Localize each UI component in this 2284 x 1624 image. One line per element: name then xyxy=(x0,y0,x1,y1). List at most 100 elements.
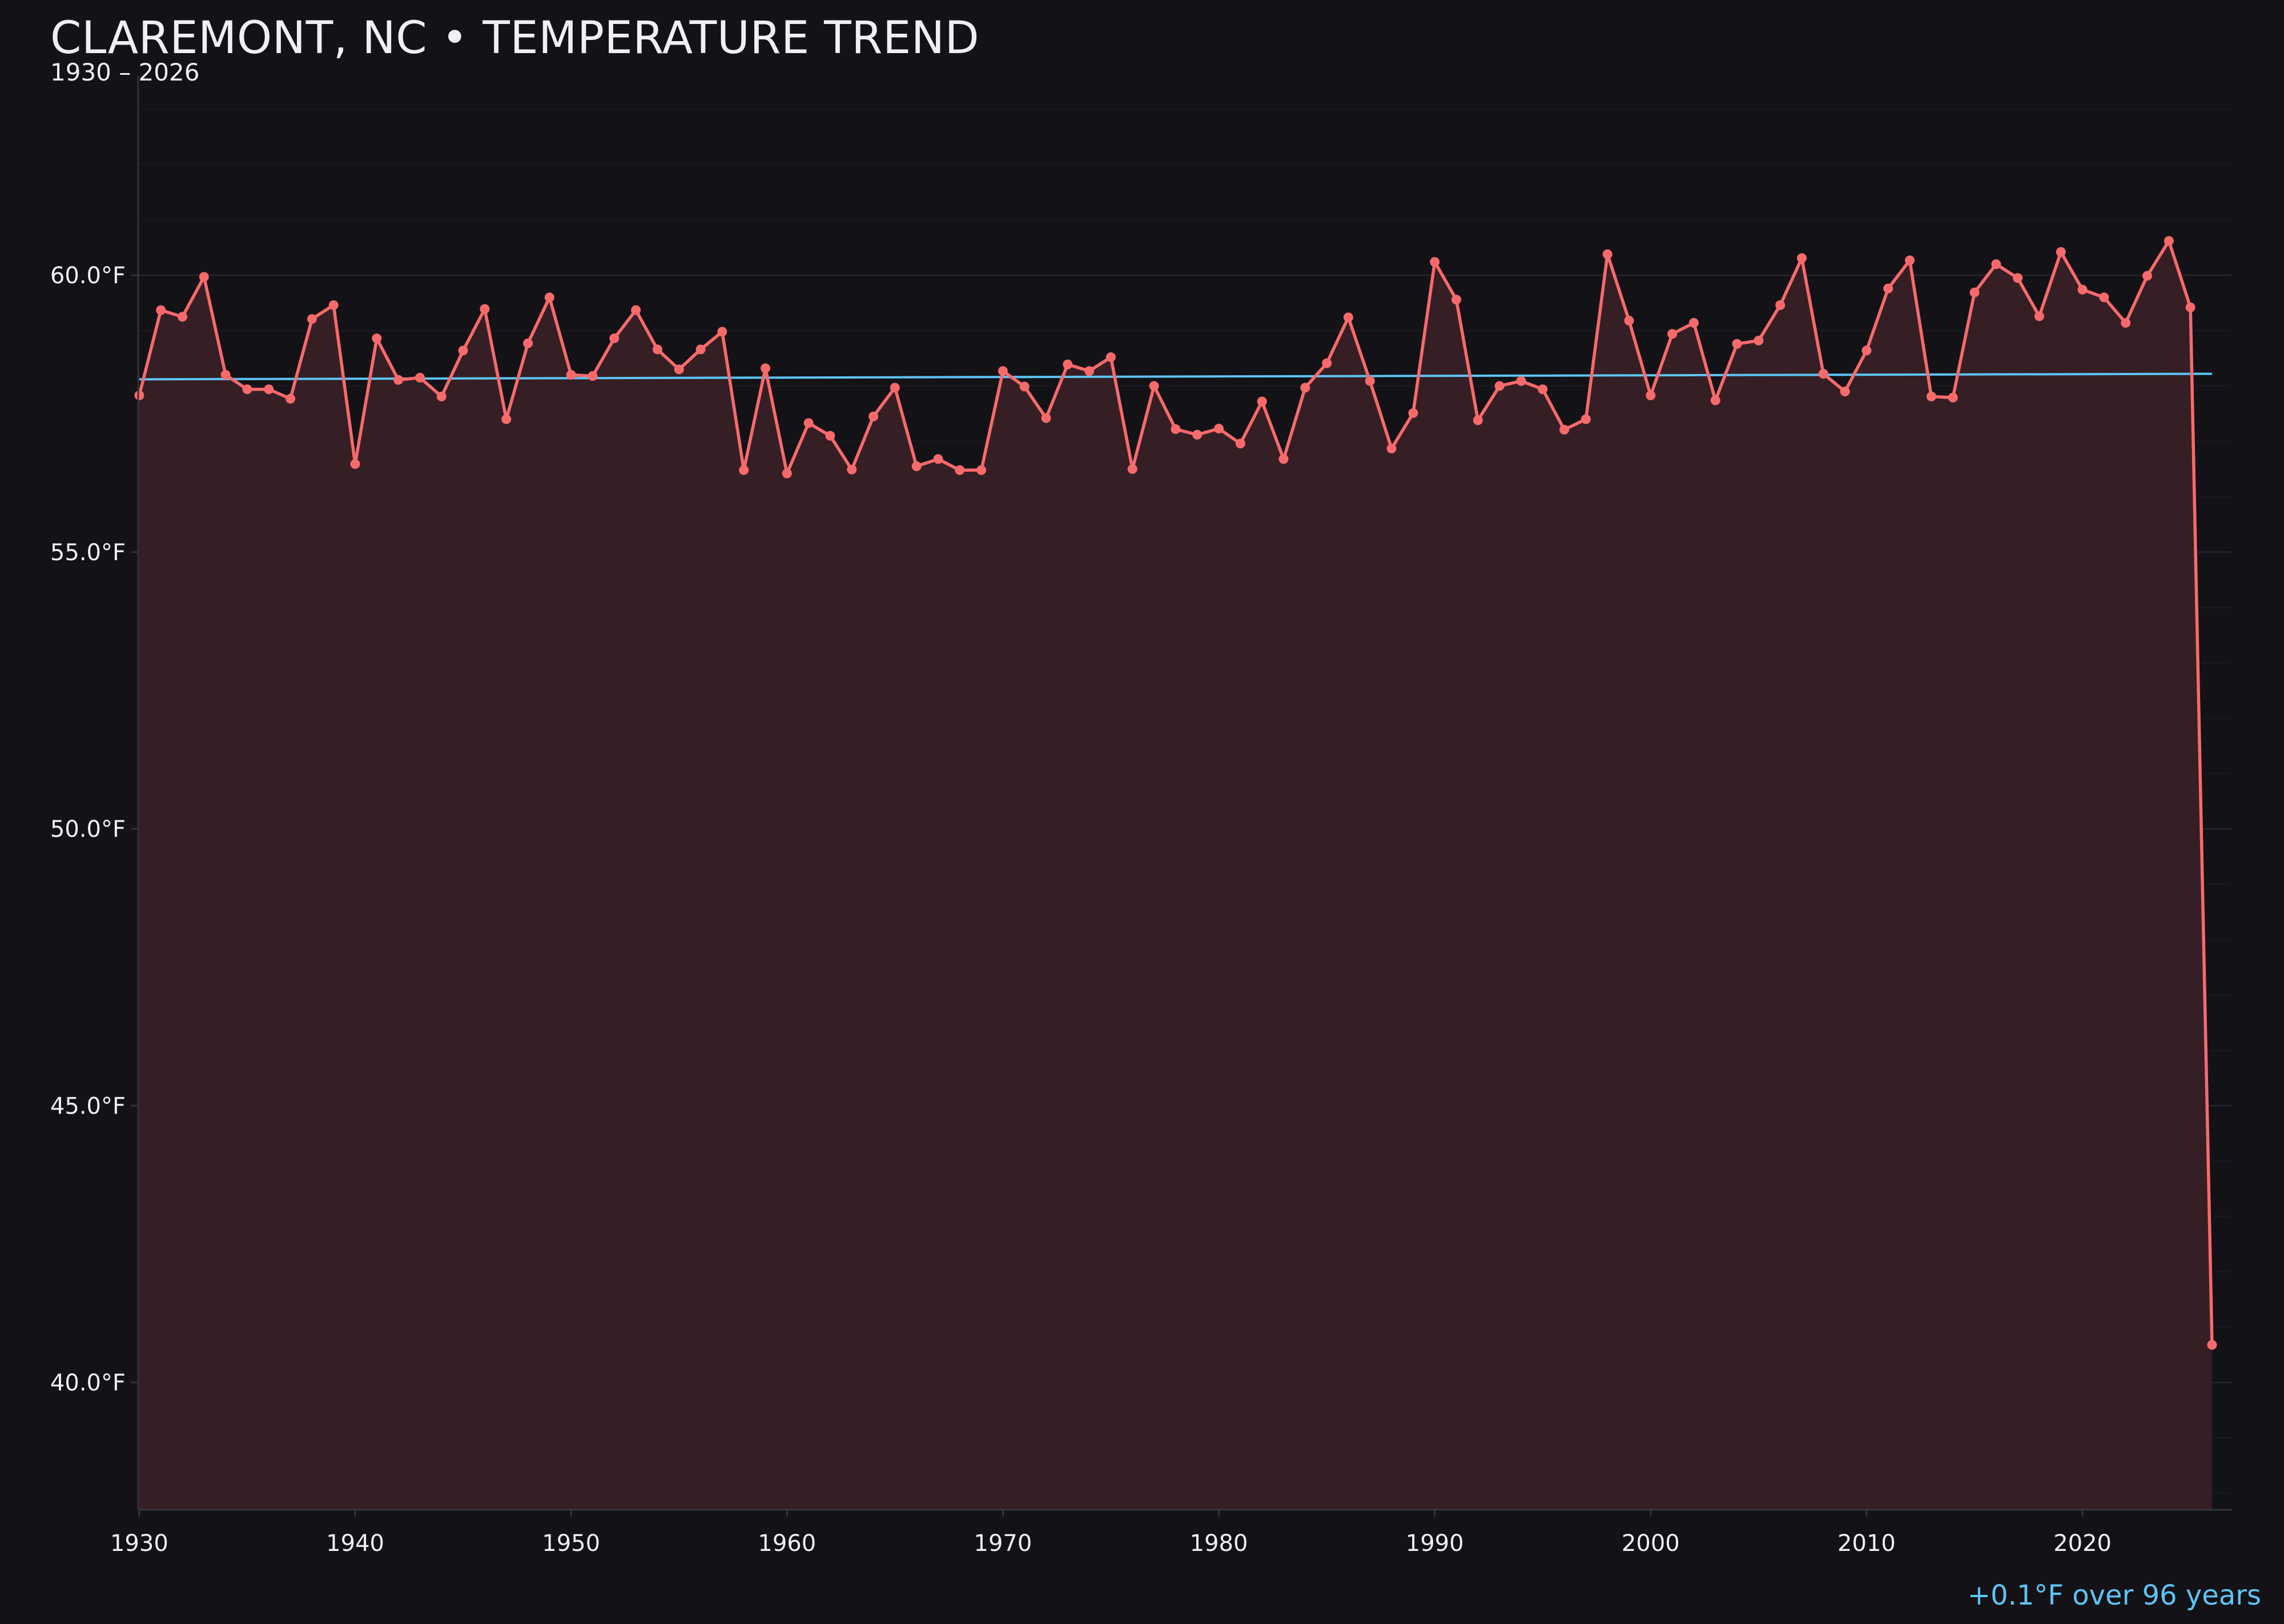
x-tick-label: 2000 xyxy=(1622,1530,1680,1557)
data-point xyxy=(242,384,252,395)
data-point xyxy=(1969,287,1980,298)
data-point xyxy=(2077,284,2088,295)
x-tick-label: 1940 xyxy=(326,1530,384,1557)
data-point xyxy=(1214,424,1224,434)
data-point xyxy=(1991,259,2001,270)
data-point xyxy=(1602,249,1613,259)
data-point xyxy=(1235,439,1245,449)
data-point xyxy=(955,465,965,475)
trend-summary-annotation: +0.1°F over 96 years xyxy=(1967,1579,2261,1611)
data-point xyxy=(588,371,598,381)
data-point xyxy=(1624,316,1634,326)
data-point xyxy=(1473,415,1483,425)
chart-subtitle: 1930 – 2026 xyxy=(50,58,200,86)
data-point xyxy=(1192,429,1203,440)
data-point xyxy=(501,414,512,424)
data-point xyxy=(911,461,922,471)
data-point xyxy=(739,465,749,475)
data-point xyxy=(2142,271,2153,281)
data-point xyxy=(1494,381,1505,391)
data-point xyxy=(652,344,662,355)
data-point xyxy=(1408,408,1418,418)
data-point xyxy=(1149,381,1159,391)
data-point xyxy=(544,292,554,303)
data-point xyxy=(328,300,339,310)
x-tick-label: 1950 xyxy=(542,1530,600,1557)
data-point xyxy=(458,345,468,356)
axes xyxy=(137,76,2231,1511)
data-point xyxy=(1343,312,1353,323)
data-point xyxy=(1926,391,1936,401)
data-point xyxy=(1300,383,1310,393)
data-point xyxy=(199,272,209,282)
data-point xyxy=(307,314,317,324)
trend-line xyxy=(139,372,2212,381)
data-point xyxy=(933,454,943,464)
data-point xyxy=(1084,366,1095,376)
x-tick-label: 1980 xyxy=(1190,1530,1248,1557)
data-point xyxy=(178,312,188,322)
data-point xyxy=(1538,384,1548,395)
data-point xyxy=(1451,295,1462,305)
data-point xyxy=(350,459,360,469)
data-point xyxy=(803,418,814,428)
data-point xyxy=(1688,317,1699,328)
data-point xyxy=(2185,302,2195,312)
chart-title: CLAREMONT, NC • TEMPERATURE TREND xyxy=(50,13,980,64)
x-tick-label: 1990 xyxy=(1406,1530,1464,1557)
data-point xyxy=(1019,381,1030,392)
x-tick-label: 1970 xyxy=(974,1530,1032,1557)
data-point xyxy=(2056,247,2066,257)
x-axis-ticks: 1930 1940 1950 1960 1970 1980 1990 2000 2010 2020 xyxy=(110,1510,2112,1557)
data-point xyxy=(1559,425,1570,435)
data-point xyxy=(1171,424,1181,435)
data-point xyxy=(998,366,1008,376)
data-point xyxy=(1365,376,1375,386)
data-point xyxy=(1840,387,1850,397)
data-point xyxy=(890,383,900,393)
y-tick-label: 60.0°F xyxy=(50,263,126,289)
data-point xyxy=(1127,464,1137,474)
data-point xyxy=(1667,329,1678,339)
x-tick-label: 2010 xyxy=(1837,1530,1896,1557)
x-tick-label: 2020 xyxy=(2053,1530,2112,1557)
data-point xyxy=(2164,236,2174,246)
data-point xyxy=(976,465,987,475)
data-point xyxy=(782,468,792,479)
data-point xyxy=(1775,300,1786,310)
y-tick-label: 40.0°F xyxy=(50,1370,126,1396)
y-tick-label: 50.0°F xyxy=(50,817,126,843)
data-point xyxy=(695,344,706,355)
data-point xyxy=(2121,317,2131,328)
data-point xyxy=(220,370,231,380)
data-point xyxy=(1278,454,1289,464)
x-tick-label: 1930 xyxy=(110,1530,168,1557)
data-point xyxy=(847,464,857,475)
data-point xyxy=(1754,335,1764,345)
data-point xyxy=(415,372,425,383)
data-point xyxy=(2207,1340,2217,1350)
data-point xyxy=(1797,253,1807,263)
data-point xyxy=(631,305,641,315)
y-tick-label: 55.0°F xyxy=(50,540,126,566)
data-point xyxy=(523,338,533,348)
data-point xyxy=(1883,283,1893,294)
data-point xyxy=(1710,395,1720,405)
data-point xyxy=(717,327,727,337)
data-point xyxy=(264,384,274,395)
data-point xyxy=(1257,396,1267,407)
data-point xyxy=(1430,257,1440,267)
data-point xyxy=(2034,311,2044,321)
data-point xyxy=(868,411,879,421)
data-point xyxy=(156,305,166,315)
data-point xyxy=(372,333,382,344)
data-point xyxy=(1105,352,1116,363)
data-point xyxy=(566,370,576,380)
data-point xyxy=(1732,339,1742,349)
data-point xyxy=(1646,390,1656,400)
data-point xyxy=(1516,376,1526,386)
data-point xyxy=(1063,359,1073,369)
data-point xyxy=(2099,292,2109,303)
data-point xyxy=(1386,443,1397,453)
